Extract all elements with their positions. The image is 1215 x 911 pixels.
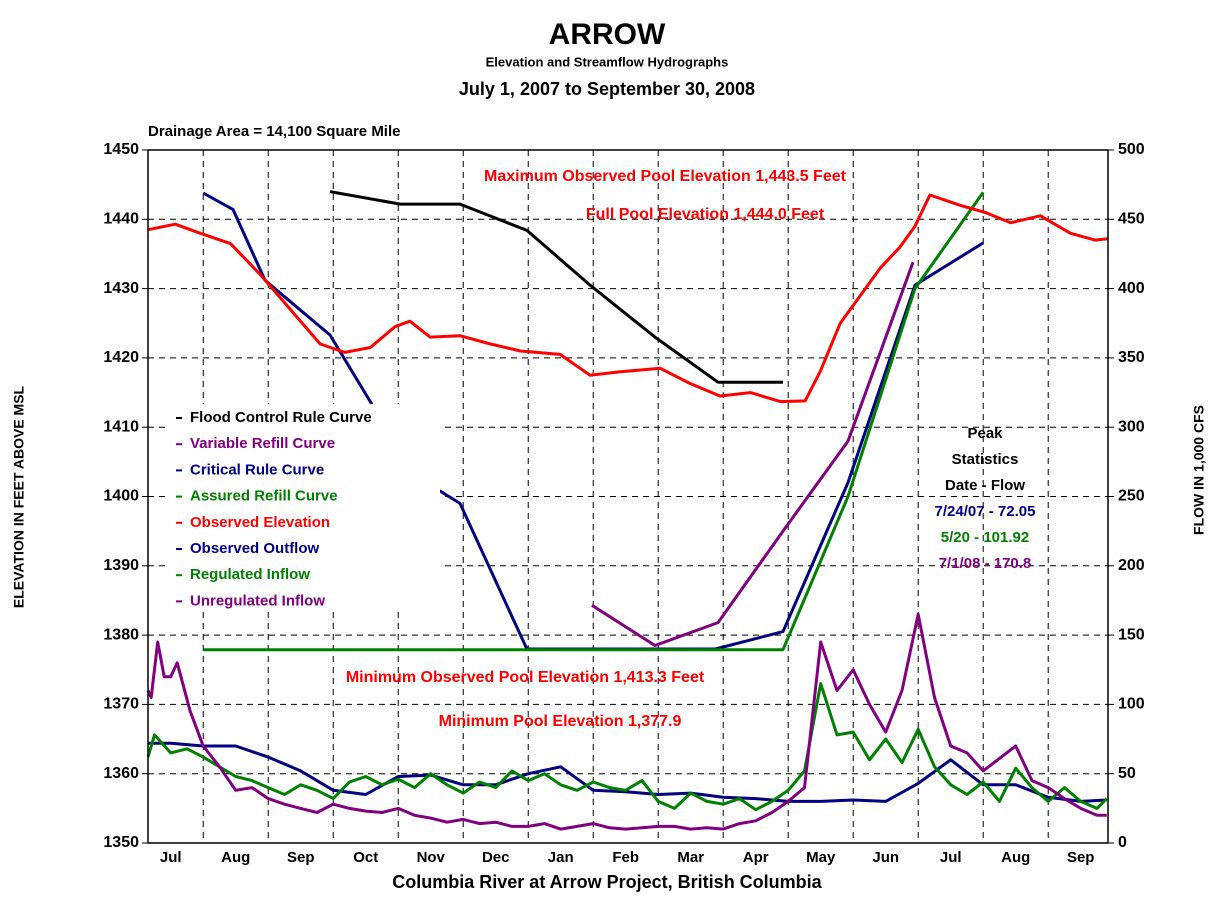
y-tick-label: 1420 bbox=[103, 349, 139, 366]
peak-statistic: Date - Flow bbox=[945, 477, 1025, 494]
date-range: July 1, 2007 to September 30, 2008 bbox=[459, 79, 755, 99]
chart-title: ARROW bbox=[549, 18, 666, 51]
series-line bbox=[146, 682, 1108, 812]
y2-tick-label: 50 bbox=[1118, 765, 1136, 782]
y-tick-label: 1430 bbox=[103, 280, 139, 297]
annotation: Maximum Observed Pool Elevation 1,443.5 … bbox=[484, 168, 847, 185]
y-tick-label: 1390 bbox=[103, 557, 139, 574]
annotation: Minimum Observed Pool Elevation 1,413.3 … bbox=[346, 669, 705, 686]
y2-tick-label: 450 bbox=[1118, 211, 1145, 228]
x-tick-label: Jun bbox=[872, 849, 899, 866]
x-tick-label: Jan bbox=[548, 849, 574, 866]
series-line bbox=[203, 191, 985, 652]
y-tick-label: 1370 bbox=[103, 696, 139, 713]
y2-tick-label: 150 bbox=[1118, 626, 1145, 643]
series-line bbox=[591, 261, 915, 647]
series-line bbox=[147, 193, 1109, 404]
y2-tick-label: 500 bbox=[1118, 141, 1145, 158]
y2-axis-title: FLOW IN 1,000 CFS bbox=[1191, 405, 1207, 535]
x-tick-label: Mar bbox=[677, 849, 704, 866]
series-line bbox=[202, 191, 984, 651]
y2-tick-label: 200 bbox=[1118, 557, 1145, 574]
y-axis-title: ELEVATION IN FEET ABOVE MSL bbox=[11, 385, 27, 608]
x-tick-label: Feb bbox=[612, 849, 639, 866]
x-tick-label: Sep bbox=[1067, 849, 1095, 866]
legend-box bbox=[168, 404, 440, 612]
x-axis-title: Columbia River at Arrow Project, British… bbox=[392, 872, 822, 892]
x-tick-label: Apr bbox=[743, 849, 769, 866]
x-tick-label: Nov bbox=[417, 849, 446, 866]
x-tick-label: Oct bbox=[353, 849, 378, 866]
y2-tick-label: 100 bbox=[1118, 696, 1145, 713]
series-line bbox=[146, 612, 1107, 831]
y2-tick-label: 0 bbox=[1118, 834, 1127, 851]
series-line bbox=[329, 190, 783, 384]
peak-statistic: Peak bbox=[967, 425, 1003, 442]
peak-statistic: 7/24/07 - 72.05 bbox=[935, 503, 1036, 520]
y2-tick-label: 300 bbox=[1118, 418, 1145, 435]
y2-tick-label: 250 bbox=[1118, 488, 1145, 505]
peak-statistic: 5/20 - 101.92 bbox=[941, 529, 1029, 546]
legend-label: Unregulated Inflow bbox=[190, 592, 325, 609]
peak-statistic: 7/1/08 - 170.8 bbox=[939, 555, 1032, 572]
y-tick-label: 1410 bbox=[103, 418, 139, 435]
y-tick-label: 1440 bbox=[103, 211, 139, 228]
x-tick-label: Sep bbox=[287, 849, 315, 866]
annotation: Full Pool Elevation 1,444.0 Feet bbox=[586, 206, 825, 223]
plot-frame bbox=[147, 149, 1109, 844]
legend-label: Variable Refill Curve bbox=[190, 435, 335, 452]
x-tick-label: May bbox=[806, 849, 836, 866]
x-tick-label: Dec bbox=[482, 849, 510, 866]
chart-subtitle: Elevation and Streamflow Hydrographs bbox=[486, 54, 729, 69]
y-tick-label: 1450 bbox=[103, 141, 139, 158]
x-tick-label: Jul bbox=[940, 849, 962, 866]
legend-label: Critical Rule Curve bbox=[190, 461, 324, 478]
peak-statistic: Statistics bbox=[952, 451, 1019, 468]
annotation: Minimum Pool Elevation 1,377.9 bbox=[439, 713, 682, 730]
x-tick-label: Aug bbox=[1001, 849, 1030, 866]
x-tick-label: Aug bbox=[221, 849, 250, 866]
x-tick-label: Jul bbox=[160, 849, 182, 866]
y2-tick-label: 350 bbox=[1118, 349, 1145, 366]
y-tick-label: 1350 bbox=[103, 834, 139, 851]
legend-label: Assured Refill Curve bbox=[190, 488, 338, 505]
y-tick-label: 1380 bbox=[103, 626, 139, 643]
annotation: Drainage Area = 14,100 Square Mile bbox=[148, 123, 401, 140]
y2-tick-label: 400 bbox=[1118, 280, 1145, 297]
legend-label: Flood Control Rule Curve bbox=[190, 409, 372, 426]
legend-label: Regulated Inflow bbox=[190, 566, 310, 583]
legend-label: Observed Elevation bbox=[190, 514, 330, 531]
y-tick-label: 1360 bbox=[103, 765, 139, 782]
y-tick-label: 1400 bbox=[103, 488, 139, 505]
legend-label: Observed Outflow bbox=[190, 540, 320, 557]
